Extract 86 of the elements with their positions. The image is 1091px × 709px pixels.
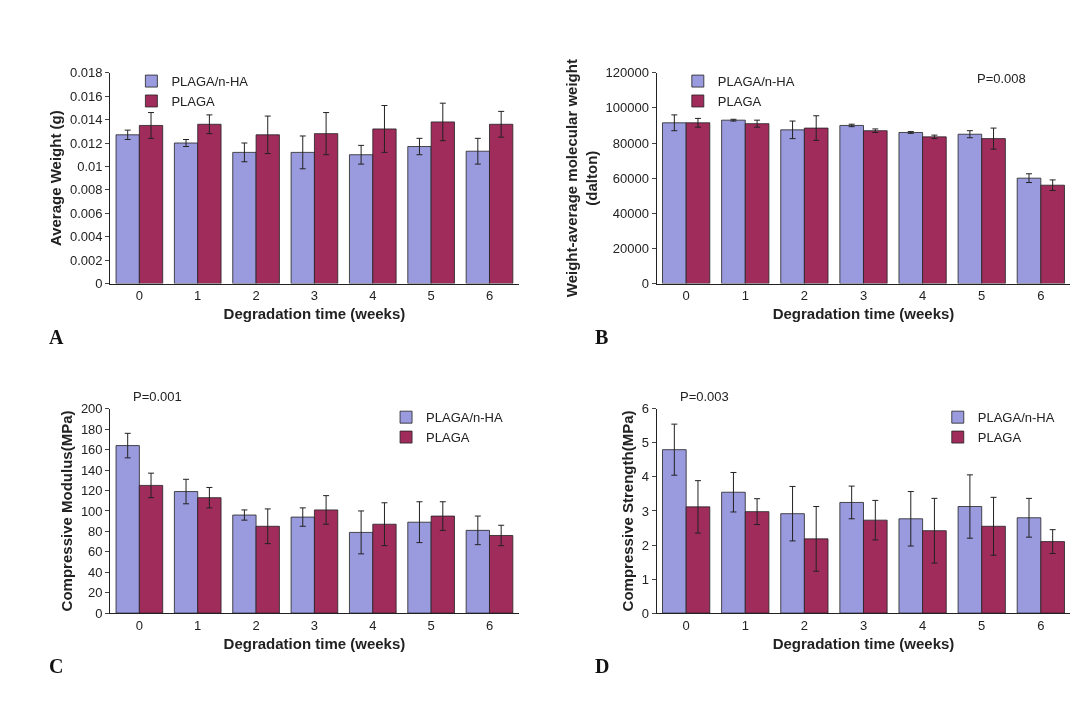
text: C [49,655,64,677]
x-tick-label: 4 [369,288,377,304]
y-tick-label: 0.006 [70,205,103,221]
y-tick-label: 0 [95,276,103,292]
y-tick-label: 180 [80,421,103,437]
x-tick-label: 4 [369,617,377,633]
text: P=0.003 [680,389,729,404]
y-tick-label: 60000 [612,170,649,186]
y-tick-label: 20 [88,585,103,601]
x-tick-label: 5 [978,617,986,633]
x-tick-label: 6 [485,288,494,304]
x-tick-label: 1 [741,288,749,304]
x-tick-label: 1 [194,617,202,633]
x-tick-label: 4 [918,288,927,304]
x-tick-label: 3 [859,617,868,633]
y-axis-title: Compressive Strength(MPa) [619,410,637,612]
x-tick-label: 2 [800,288,808,304]
x-tick-label: 5 [978,288,986,304]
y-tick-label: 60 [88,544,103,560]
y-tick-label: 80 [88,523,103,539]
y-tick-label: 4 [641,469,649,485]
y-tick-label: 0.018 [70,65,103,81]
legend-label: PLAGA [171,94,216,110]
text: B [595,326,609,348]
y-tick-label: 20000 [612,241,649,256]
text: A [49,326,64,348]
x-tick-label: 2 [252,617,260,633]
x-tick-label: 5 [427,288,435,304]
y-tick-label: 2 [641,537,649,553]
x-tick-label: 0 [135,288,143,304]
y-tick-label: 0.004 [70,229,103,245]
y-tick-label: 200 [80,401,103,417]
y-tick-label: 0.012 [70,135,103,151]
x-tick-label: 6 [1037,617,1045,633]
x-axis-title: Degradation time (weeks) [772,634,955,652]
y-tick-label: 0 [641,605,649,621]
x-axis-title: Degradation time (weeks) [772,305,955,323]
y-tick-label: 0 [95,605,103,621]
y-tick-label: 0.014 [70,112,103,128]
x-tick-label: 3 [310,288,319,304]
y-tick-label: 0.01 [77,158,103,174]
x-tick-label: 6 [1037,288,1045,304]
y-tick-label: 5 [641,435,649,451]
y-tick-label: 0.002 [70,252,103,268]
y-axis-title: Average Weight (g) [47,110,65,247]
legend-label: PLAGA [977,430,1022,446]
x-axis-title: Degradation time (weeks) [223,634,406,652]
y-axis-title: Compressive Modulus(MPa) [58,410,76,612]
x-tick-label: 1 [741,617,749,633]
legend-label: PLAGA/n-HA [171,74,249,90]
x-axis-title: Degradation time (weeks) [223,305,406,323]
x-tick-label: 3 [310,617,319,633]
y-tick-label: 0.008 [70,182,103,198]
y-tick-label: 0 [641,276,649,292]
x-tick-label: 2 [252,288,260,304]
y-tick-label: 140 [80,462,103,478]
x-tick-label: 0 [682,288,690,304]
y-tick-label: 0.016 [70,88,103,104]
x-tick-label: 1 [194,288,202,304]
x-tick-label: 3 [859,288,868,304]
legend-label: PLAGA/n-HA [426,410,503,426]
legend-label: PLAGA [717,94,762,110]
annotation: P=0.008 [977,71,1026,86]
x-tick-label: 2 [800,617,808,633]
y-tick-label: 100 [80,503,103,519]
x-tick-label: 6 [485,617,494,633]
x-tick-label: 0 [682,617,690,633]
y-tick-label: 40000 [612,205,649,221]
legend-label: PLAGA [426,430,470,446]
text: D [595,655,610,677]
x-tick-label: 5 [427,617,435,633]
y-tick-label: 160 [80,442,103,458]
y-tick-label: 1 [641,571,649,587]
y-tick-label: 100000 [605,100,649,116]
y-tick-label: 6 [641,401,649,417]
y-tick-label: 120 [80,483,103,499]
y-tick-label: 40 [88,564,103,580]
y-tick-label: 120000 [605,65,649,81]
x-tick-label: 4 [918,617,927,633]
y-axis-title: Weight-average molecular weight (dalton) [563,59,600,298]
x-tick-label: 0 [135,617,143,633]
legend-label: PLAGA/n-HA [977,410,1055,426]
legend-label: PLAGA/n-HA [717,74,795,90]
y-tick-label: 80000 [612,135,649,151]
text: P=0.001 [133,389,182,404]
y-tick-label: 3 [641,503,649,519]
